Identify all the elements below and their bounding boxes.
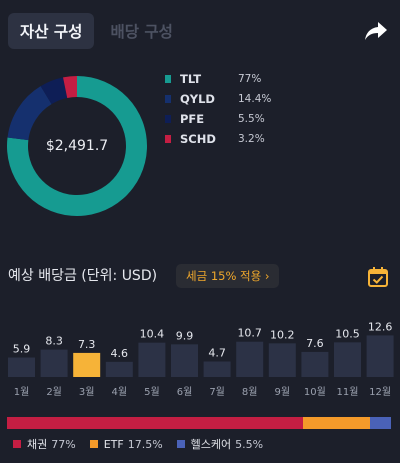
month-label: 3월 (79, 386, 95, 398)
sector-segment-1 (7, 417, 303, 429)
legend-percent: 77% (238, 73, 262, 85)
donut-slice-tlt[interactable] (7, 76, 147, 216)
tax-applied-button[interactable]: 세금 15% 적용 › (176, 264, 280, 288)
sector-legend-item: ETF 17.5% (89, 437, 163, 451)
bar-value-label: 10.5 (335, 327, 360, 340)
asset-donut-chart (7, 76, 147, 216)
legend-ticker: SCHD (180, 132, 216, 146)
holdings-legend: TLT 77% QYLD 14.4% PFE 5.5% SCHD 3.2% (165, 69, 275, 149)
month-label: 5월 (144, 386, 160, 398)
bar-value-label: 4.7 (208, 346, 226, 359)
legend-ticker: PFE (180, 112, 205, 126)
dividend-bar-2[interactable] (40, 349, 68, 377)
sector-swatch (13, 440, 21, 448)
legend-ticker: QYLD (180, 92, 215, 106)
bar-value-label: 5.9 (13, 343, 31, 356)
sector-legend-item: 채권 77% (13, 436, 76, 452)
sector-swatch (176, 440, 185, 448)
donut-slice-pfe[interactable] (40, 77, 68, 105)
month-label: 1월 (14, 386, 30, 398)
bar-value-label: 10.7 (237, 327, 262, 340)
sector-bar (7, 417, 391, 429)
sector-percent: 17.5% (127, 437, 163, 451)
bar-value-label: 10.4 (140, 328, 165, 341)
bar-value-label: 8.3 (45, 335, 63, 348)
dividend-bar-3[interactable] (73, 352, 101, 377)
legend-item-tlt: TLT 77% (165, 69, 275, 89)
bar-value-label: 7.6 (306, 337, 324, 350)
month-label: 8월 (242, 386, 258, 398)
sector-percent: 5.5% (235, 437, 264, 451)
month-label: 7월 (209, 386, 225, 398)
monthly-dividend-chart: 5.9 1월 8.3 2월 7.3 3월 4.6 4월 10.4 5월 9.9 6월 4.7 7월 10.7… (8, 320, 394, 398)
month-label: 12월 (369, 386, 391, 398)
bar-value-label: 10.2 (270, 328, 295, 341)
legend-percent: 3.2% (238, 133, 265, 145)
legend-item-pfe: PFE 5.5% (165, 109, 275, 129)
month-label: 11월 (337, 386, 359, 398)
sector-name: 채권 (27, 438, 48, 451)
legend-ticker: TLT (180, 72, 202, 86)
dividend-bar-9[interactable] (268, 343, 296, 377)
tab-bar: 자산 구성 배당 구성 (8, 13, 185, 49)
tab-asset-composition[interactable]: 자산 구성 (8, 13, 95, 49)
legend-swatch (165, 135, 171, 143)
legend-percent: 5.5% (238, 113, 265, 125)
legend-swatch (165, 115, 171, 123)
dividend-bar-7[interactable] (203, 361, 231, 377)
legend-swatch (165, 75, 171, 83)
dividend-bar-1[interactable] (8, 357, 35, 377)
legend-item-qyld: QYLD 14.4% (165, 89, 275, 109)
donut-slice-schd[interactable] (63, 76, 77, 98)
sector-segment-3 (369, 417, 391, 429)
month-label: 9월 (275, 386, 291, 398)
sector-legend-item: 헬스케어 5.5% (176, 436, 264, 452)
sector-swatch (89, 440, 98, 448)
bar-value-label: 7.3 (78, 338, 96, 351)
sector-name: ETF (103, 437, 124, 451)
calendar-check-icon[interactable] (367, 266, 389, 288)
portfolio-total: $2,491.7 (45, 138, 109, 154)
bar-value-label: 4.6 (111, 347, 129, 360)
dividend-bar-11[interactable] (334, 342, 361, 377)
bar-value-label: 12.6 (368, 320, 393, 333)
bar-value-label: 9.9 (176, 329, 194, 342)
month-label: 6월 (177, 386, 193, 398)
dividend-bar-5[interactable] (138, 342, 166, 377)
dividend-bar-8[interactable] (236, 341, 264, 377)
month-label: 4월 (112, 386, 128, 398)
legend-swatch (165, 95, 171, 103)
legend-item-schd: SCHD 3.2% (165, 129, 275, 149)
sector-segment-2 (302, 417, 370, 429)
tab-dividend-composition[interactable]: 배당 구성 (110, 23, 173, 41)
dividend-bar-12[interactable] (366, 335, 394, 377)
dividend-bar-6[interactable] (171, 344, 198, 377)
month-label: 2월 (46, 386, 62, 398)
dividend-bar-10[interactable] (301, 351, 329, 377)
dividend-title: 예상 배당금 (단위: USD) (8, 268, 158, 284)
dividend-bar-4[interactable] (105, 361, 133, 377)
sector-percent: 77% (51, 437, 76, 451)
month-label: 10월 (304, 386, 326, 398)
sector-name: 헬스케어 (190, 438, 232, 451)
legend-percent: 14.4% (238, 93, 272, 105)
share-arrow-icon[interactable] (364, 20, 388, 42)
sector-legend: 채권 77% ETF 17.5% 헬스케어 5.5% (13, 436, 277, 452)
donut-slice-qyld[interactable] (7, 86, 52, 141)
